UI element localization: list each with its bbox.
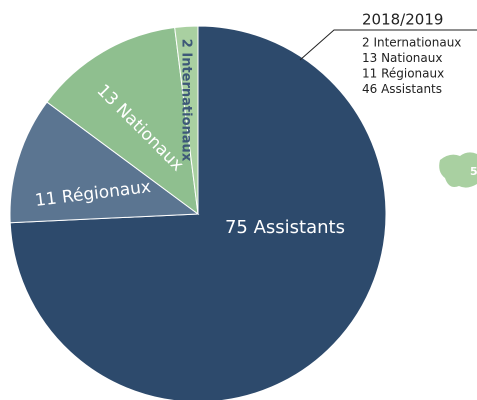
annotation-title: 2018/2019 bbox=[362, 11, 443, 29]
pie-slice bbox=[9, 101, 200, 224]
slice-label: 75 Assistants bbox=[225, 217, 345, 238]
annotation-line: 13 Nationaux bbox=[362, 51, 442, 65]
leader-line bbox=[299, 29, 477, 61]
slice-label: 2 Internationaux bbox=[179, 39, 194, 162]
annotation-line: 46 Assistants bbox=[362, 82, 442, 96]
pie-slice bbox=[174, 25, 199, 215]
pie-slice bbox=[46, 26, 199, 216]
annotation-line: 2 Internationaux bbox=[362, 36, 461, 50]
annotation-line: 11 Régionaux bbox=[362, 67, 444, 81]
map-label: 5 bbox=[470, 165, 477, 178]
map-shape bbox=[439, 152, 477, 188]
